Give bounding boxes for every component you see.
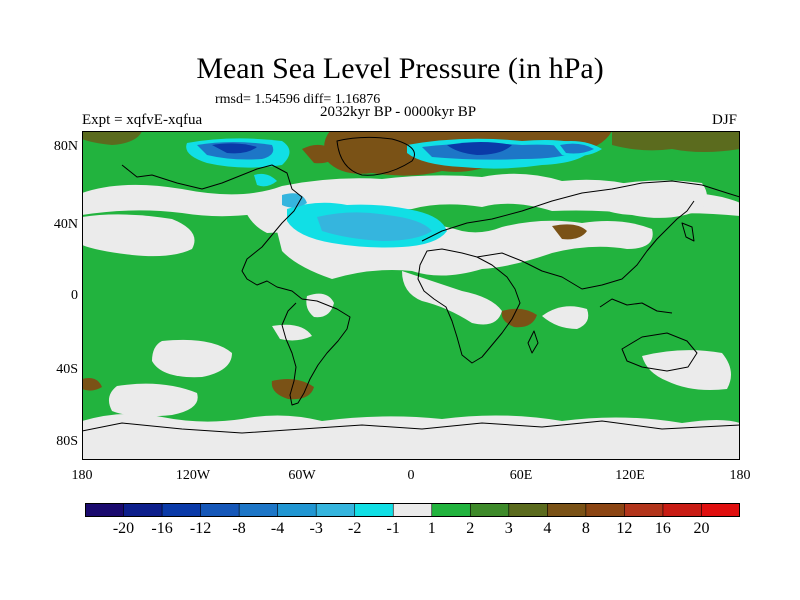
colorbar-swatch: [354, 503, 395, 517]
pressure-anomaly-map: [82, 131, 740, 460]
colorbar-label: 8: [581, 520, 590, 537]
colorbar-swatch: [200, 503, 240, 517]
colorbar-swatch: [392, 503, 433, 517]
period-label: 2032kyr BP - 0000kyr BP: [320, 104, 477, 120]
colorbar-label: -3: [309, 520, 323, 537]
lat-label-80n: 80N: [53, 139, 78, 154]
colorbar-label: 20: [693, 520, 710, 537]
experiment-label: Expt = xqfvE-xqfua: [82, 112, 203, 128]
season-label: DJF: [712, 112, 738, 128]
colorbar-label: 3: [504, 520, 513, 537]
colorbar-label: 4: [543, 520, 552, 537]
colorbar-swatch: [547, 503, 587, 517]
lon-label-180w: 180: [71, 468, 93, 483]
colorbar-swatch: [123, 503, 163, 517]
negative-anomaly-regions: [186, 138, 602, 248]
colorbar-swatch: [508, 503, 549, 517]
lon-label-60e: 60E: [509, 468, 533, 483]
colorbar-swatch: [701, 503, 740, 517]
map-frame: [82, 131, 740, 460]
colorbar-label: -8: [232, 520, 246, 537]
olive-regions: [82, 131, 740, 152]
coastlines: [82, 136, 740, 434]
colorbar-swatch: [85, 503, 125, 517]
colorbar-swatch: [161, 503, 202, 517]
colorbar-swatch: [431, 503, 472, 517]
lat-label-80s: 80S: [56, 434, 78, 449]
colorbar-label: -1: [386, 520, 400, 537]
colorbar-swatch: [277, 503, 317, 517]
colorbar: [85, 503, 740, 517]
lon-label-0: 0: [407, 468, 415, 483]
lon-label-120w: 120W: [175, 468, 211, 483]
colorbar-swatch: [315, 503, 356, 517]
lat-label-40n: 40N: [53, 217, 78, 232]
colorbar-swatch: [662, 503, 703, 517]
colorbar-swatch: [469, 503, 510, 517]
colorbar-swatch: [238, 503, 279, 517]
colorbar-label: -4: [270, 520, 285, 537]
page-title: Mean Sea Level Pressure (in hPa): [196, 52, 604, 85]
colorbar-label: -20: [112, 520, 135, 537]
colorbar-label: -2: [348, 520, 362, 537]
colorbar-label: 1: [427, 520, 436, 537]
lon-label-60w: 60W: [288, 468, 316, 483]
colorbar-label: -16: [151, 520, 173, 537]
colorbar-swatch: [624, 503, 664, 517]
lat-label-40s: 40S: [56, 362, 78, 377]
colorbar-label: -12: [189, 520, 212, 537]
colorbar-label: 16: [654, 520, 671, 537]
colorbar-swatch: [585, 503, 626, 517]
lat-label-0: 0: [71, 288, 78, 303]
lon-label-180e: 180: [729, 468, 751, 483]
colorbar-label: 2: [466, 520, 475, 537]
lon-label-120e: 120E: [615, 468, 645, 483]
stats-label: rmsd= 1.54596 diff= 1.16876: [215, 92, 381, 107]
colorbar-label: 12: [616, 520, 633, 537]
